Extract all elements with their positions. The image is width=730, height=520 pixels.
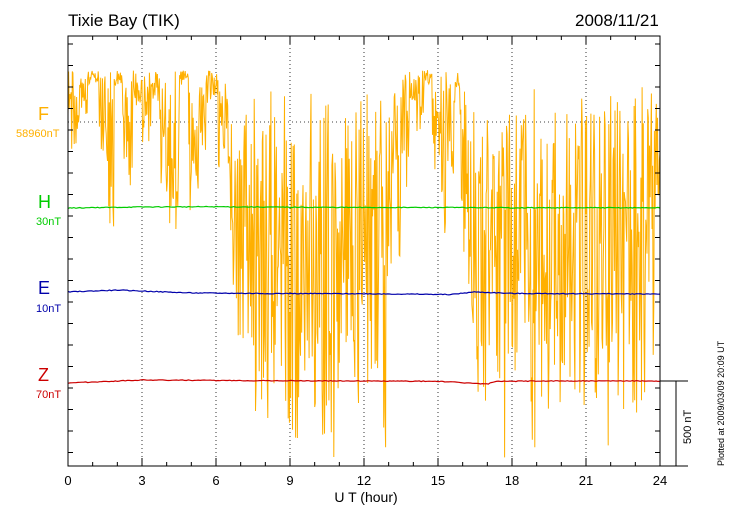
scale-bar-label: 500 nT [682,409,694,444]
x-tick-label: 21 [578,473,594,488]
plot-frame [67,35,688,467]
date-label: 2008/11/21 [575,11,659,30]
channel-label-z: Z [38,365,49,385]
x-tick-label: 0 [64,473,72,488]
series-f-line [68,70,660,458]
channel-label-e: E [38,278,51,298]
x-tick-label: 6 [212,473,220,488]
series-h-line [68,205,660,209]
x-tick-label: 18 [504,473,520,488]
station-title: Tixie Bay (TIK) [68,11,180,30]
x-tick-label: 24 [652,473,668,488]
x-tick-label: 15 [430,473,446,488]
channel-baseline-e: 10nT [36,303,62,315]
channel-label-f: F [38,104,49,124]
series-z-line [68,378,660,385]
data-traces [68,70,660,458]
channel-label-h: H [38,192,51,212]
x-tick-label: 3 [138,473,146,488]
x-tick-label: 9 [286,473,294,488]
channel-baseline-h: 30nT [36,216,62,228]
x-tick-label: 12 [356,473,372,488]
series-e-line [68,289,660,296]
channel-baseline-f: 58960nT [16,128,60,140]
channel-baseline-z: 70nT [36,389,62,401]
grid-lines [68,36,660,466]
x-axis-label: U T (hour) [334,489,398,505]
plotted-timestamp: Plotted at 2009/03/09 20:09 UT [716,340,726,466]
